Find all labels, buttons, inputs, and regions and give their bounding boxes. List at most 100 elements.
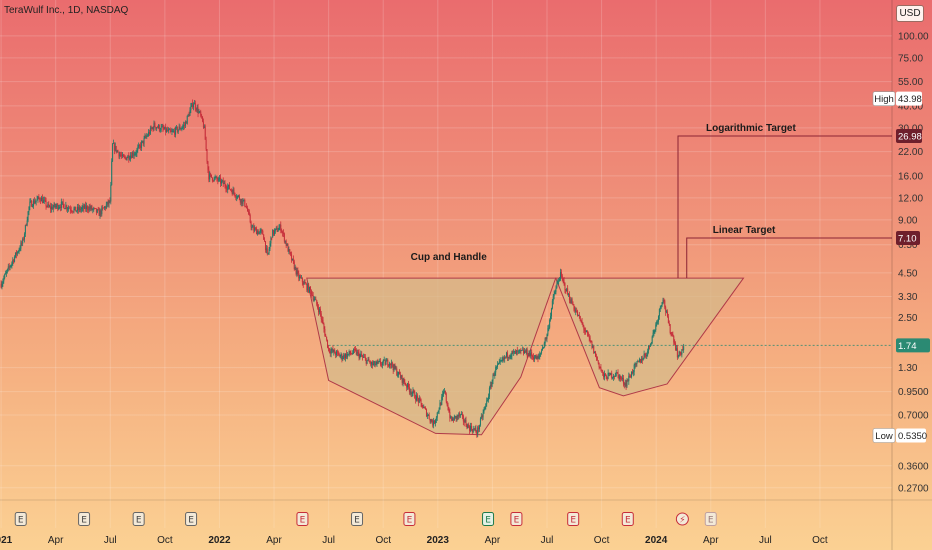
candle [607,369,609,380]
candle-body [5,271,7,274]
candle [387,358,389,368]
candle-body [461,414,463,416]
candle [456,414,458,422]
candle-body [640,358,642,363]
candle [256,229,258,236]
candle-body [159,130,161,132]
candle [295,266,297,276]
linear-target-line[interactable] [686,237,892,279]
candle [481,414,483,421]
earnings-event-marker[interactable]: E [403,512,416,526]
candle-body [386,360,388,362]
candle [498,358,500,365]
candle [204,124,206,140]
candle-body [363,356,365,358]
candle-body [663,299,665,301]
candle-body [28,206,30,212]
candle [609,372,611,377]
logarithmic-target-line[interactable] [677,135,892,279]
candle-body [121,155,123,157]
candle-body [211,177,213,181]
candle-body [435,417,437,421]
candle-body [246,206,248,208]
candle-body [181,127,183,129]
earnings-event-marker[interactable]: E [14,512,27,526]
candle-body [192,103,194,108]
candle-body [198,111,200,114]
earnings-event-marker[interactable]: E [482,512,495,526]
candle-body [455,416,457,419]
candle-body [531,352,533,356]
split-event-marker[interactable]: ⚡ [675,512,689,526]
candle-body [321,318,323,321]
candle [368,356,370,362]
candle [118,151,120,159]
cup-and-handle-pattern[interactable] [306,277,892,436]
earnings-event-marker[interactable]: E [185,512,198,526]
candle [568,291,570,304]
candle [510,353,512,360]
candle [309,285,311,294]
candle-body [450,416,452,419]
candle [99,208,101,219]
candle [157,125,159,129]
candle-body [229,189,231,191]
candle-body [180,128,182,130]
candle-body [71,210,73,212]
candle [16,251,18,257]
candle [566,287,568,292]
candle [327,339,329,349]
candle [202,118,204,130]
event-markers[interactable]: E E E E E E E E E E E ⚡ E [14,512,717,526]
candle-body [572,304,574,306]
candle-body [479,425,481,430]
candle-body [101,207,103,215]
candle [244,198,246,208]
log-target-tag-value-bg [896,128,922,143]
candle [546,333,548,343]
candle-body [300,276,302,278]
candle [681,349,683,358]
candle [492,373,494,385]
candle-body [573,305,575,310]
candle-body [601,369,603,372]
candle-body [677,356,679,358]
earnings-event-marker[interactable]: E [351,512,364,526]
earnings-event-marker[interactable]: E [510,512,523,526]
candle-body [523,349,525,354]
price-axis[interactable]: 100.0075.0055.0040.0030.0022.0016.0012.0… [891,0,929,550]
earnings-event-marker[interactable]: E [78,512,91,526]
earnings-event-marker[interactable]: E [567,512,580,526]
candle [246,205,248,212]
candle [590,340,592,343]
candle-body [430,419,432,422]
candle-body [440,402,442,405]
candle [388,364,390,368]
handle-region[interactable] [554,277,745,397]
candle-body [561,275,563,279]
currency-button[interactable]: USD [896,5,924,22]
earnings-icon [14,512,27,526]
earnings-event-marker[interactable]: E [621,512,634,526]
candle-body [589,337,591,341]
candle-body [52,206,54,210]
earnings-event-marker[interactable]: E [132,512,145,526]
earnings-event-marker[interactable]: E [296,512,309,526]
candle-body [360,354,362,355]
candle [594,351,596,354]
candle [628,372,630,385]
candle-body [213,177,215,181]
candle-body [245,205,247,207]
candle-body [200,111,202,116]
candle-body [631,371,633,374]
target-lines[interactable] [677,135,892,279]
earnings-event-marker[interactable]: E [704,512,717,526]
candle-body [130,155,132,158]
candle-body [174,130,176,135]
candle-body [113,143,115,145]
high-tag-value: 43.98 [898,94,922,105]
earnings-icon [185,512,198,526]
candle-body [465,420,467,426]
candle [657,319,659,325]
